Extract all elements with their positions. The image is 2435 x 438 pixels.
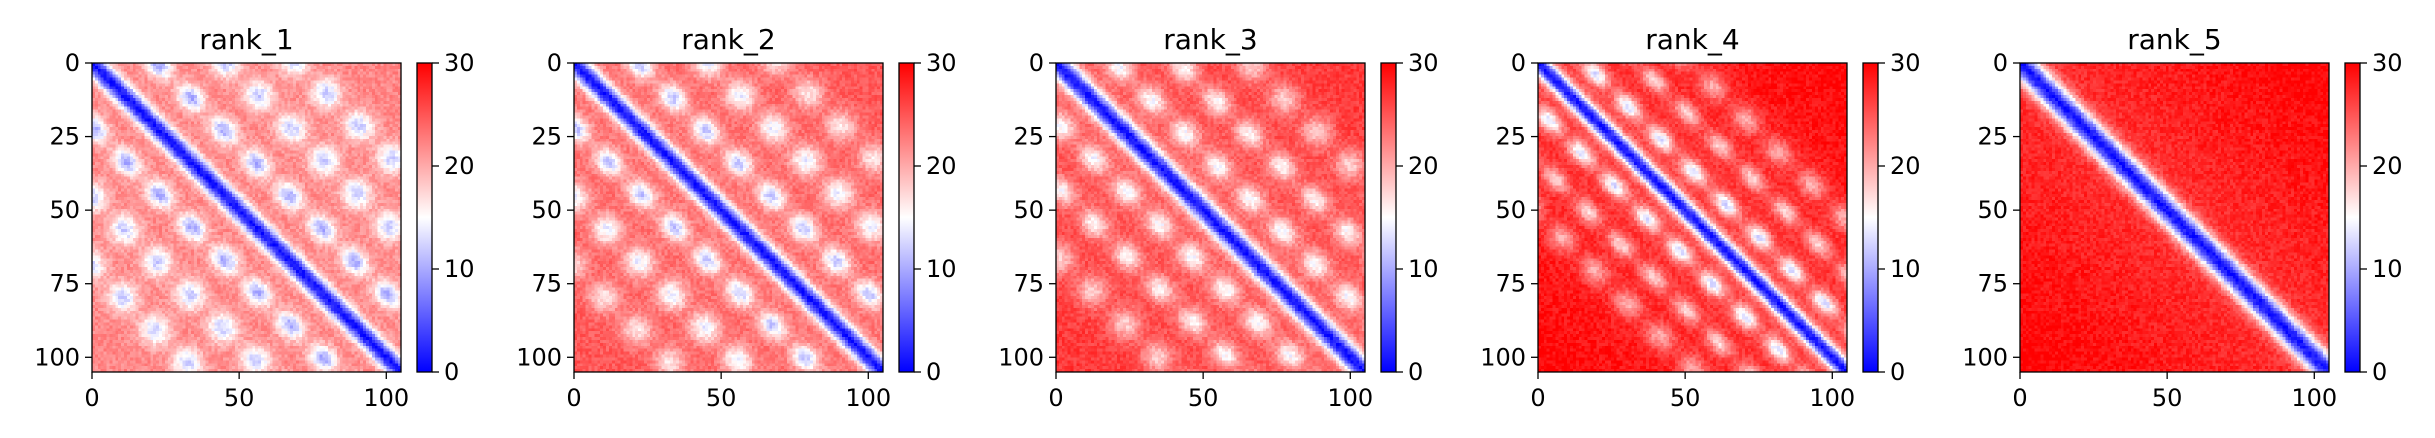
colorbar-tick-label: 20: [2372, 152, 2403, 180]
y-tick-label: 75: [1013, 270, 1044, 298]
colorbar-tick-label: 0: [926, 358, 941, 386]
x-tick-label: 100: [1809, 384, 1855, 412]
y-tick-label: 0: [1511, 49, 1526, 77]
y-tick-label: 25: [49, 123, 80, 151]
plot-frame: [573, 62, 884, 373]
x-tick-label: 50: [706, 384, 737, 412]
colorbar-tick-label: 30: [1408, 49, 1439, 77]
x-tick-label: 100: [363, 384, 409, 412]
x-tick-label: 100: [1327, 384, 1373, 412]
y-tick-label: 0: [65, 49, 80, 77]
chart-title: rank_2: [681, 23, 775, 56]
y-tick-label: 0: [547, 49, 562, 77]
colorbar: [1862, 62, 1879, 373]
y-tick-label: 25: [1977, 123, 2008, 151]
colorbar: [2344, 62, 2361, 373]
y-tick-label: 50: [1495, 196, 1526, 224]
colorbar-tick-label: 30: [1890, 49, 1921, 77]
y-tick-label: 0: [1029, 49, 1044, 77]
y-tick-label: 100: [516, 343, 562, 371]
colorbar-tick-label: 10: [2372, 255, 2403, 283]
colorbar-tick-label: 20: [444, 152, 475, 180]
colorbar-tick-label: 20: [926, 152, 957, 180]
y-tick-label: 50: [49, 196, 80, 224]
colorbar: [898, 62, 915, 373]
x-tick-label: 50: [1670, 384, 1701, 412]
chart-title: rank_3: [1163, 23, 1257, 56]
x-tick-label: 100: [2291, 384, 2337, 412]
heatmap-image: [574, 63, 883, 372]
colorbar-tick-label: 10: [1408, 255, 1439, 283]
y-tick-label: 0: [1993, 49, 2008, 77]
y-tick-label: 75: [531, 270, 562, 298]
plot-frame: [1055, 62, 1366, 373]
colorbar-tick-label: 0: [2372, 358, 2387, 386]
x-tick-label: 0: [1048, 384, 1063, 412]
colorbar-tick-label: 30: [444, 49, 475, 77]
y-tick-label: 50: [1013, 196, 1044, 224]
heatmap-image: [1538, 63, 1847, 372]
x-tick-label: 50: [224, 384, 255, 412]
colorbar-tick-label: 30: [2372, 49, 2403, 77]
y-tick-label: 25: [1013, 123, 1044, 151]
y-tick-label: 25: [531, 123, 562, 151]
x-tick-label: 0: [566, 384, 581, 412]
y-tick-label: 75: [1977, 270, 2008, 298]
colorbar: [1380, 62, 1397, 373]
chart-title: rank_1: [199, 23, 293, 56]
plot-frame: [91, 62, 402, 373]
colorbar-tick-label: 20: [1408, 152, 1439, 180]
x-tick-label: 50: [2152, 384, 2183, 412]
colorbar-tick-label: 30: [926, 49, 957, 77]
heatmap-image: [1056, 63, 1365, 372]
x-tick-label: 0: [1530, 384, 1545, 412]
y-tick-label: 100: [998, 343, 1044, 371]
colorbar-tick-label: 10: [444, 255, 475, 283]
y-tick-label: 100: [34, 343, 80, 371]
y-tick-label: 100: [1962, 343, 2008, 371]
y-tick-label: 25: [1495, 123, 1526, 151]
colorbar-tick-label: 20: [1890, 152, 1921, 180]
y-tick-label: 50: [1977, 196, 2008, 224]
x-tick-label: 100: [845, 384, 891, 412]
colorbar-tick-label: 10: [926, 255, 957, 283]
y-tick-label: 100: [1480, 343, 1526, 371]
y-tick-label: 75: [49, 270, 80, 298]
y-tick-label: 75: [1495, 270, 1526, 298]
colorbar-tick-label: 0: [1408, 358, 1423, 386]
chart-title: rank_5: [2127, 23, 2221, 56]
plot-frame: [1537, 62, 1848, 373]
y-tick-label: 50: [531, 196, 562, 224]
x-tick-label: 0: [84, 384, 99, 412]
heatmap-image: [2020, 63, 2329, 372]
x-tick-label: 50: [1188, 384, 1219, 412]
colorbar-tick-label: 0: [444, 358, 459, 386]
x-tick-label: 0: [2012, 384, 2027, 412]
plot-frame: [2019, 62, 2330, 373]
chart-title: rank_4: [1645, 23, 1739, 56]
heatmap-image: [92, 63, 401, 372]
colorbar: [416, 62, 433, 373]
colorbar-tick-label: 0: [1890, 358, 1905, 386]
colorbar-tick-label: 10: [1890, 255, 1921, 283]
